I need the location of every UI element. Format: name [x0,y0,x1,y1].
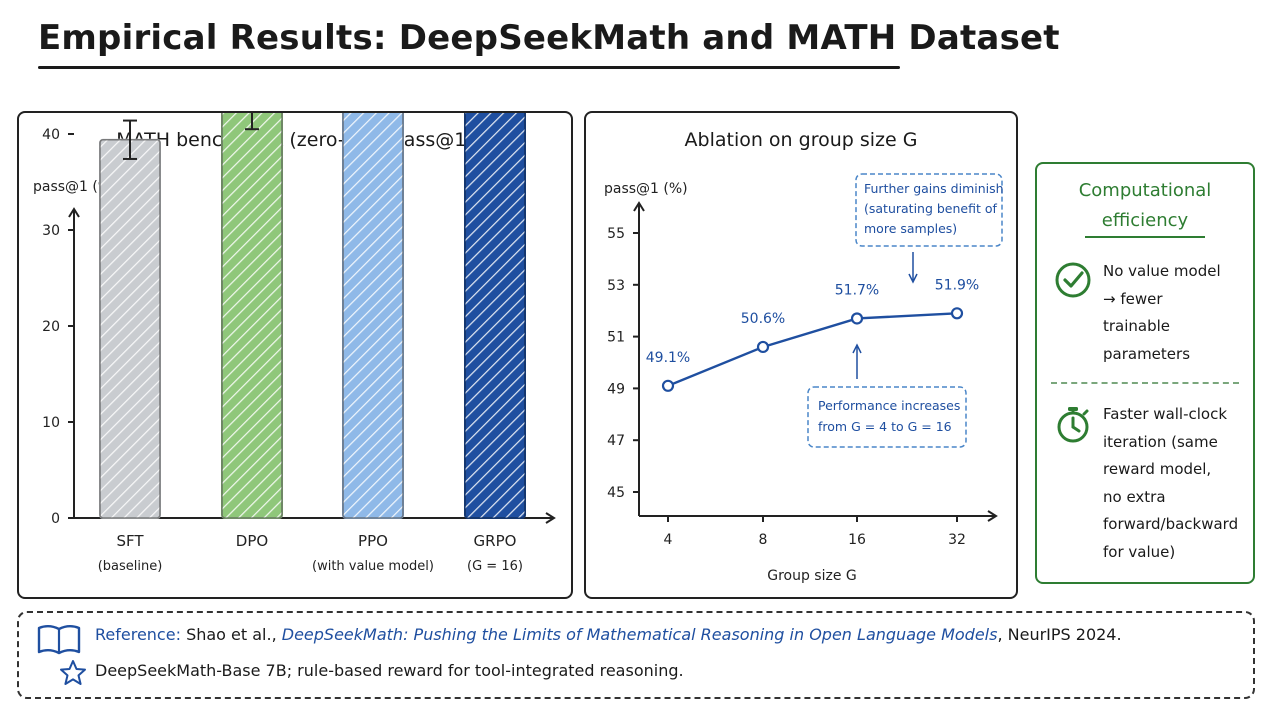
y-tick-label: 45 [607,485,625,501]
reference-authors: Shao et al., [186,625,277,644]
y-tick-label: 40 [42,127,60,143]
bar-hatch [100,139,160,518]
x-tick-label: GRPO [474,532,517,550]
bar-outline [221,113,283,519]
data-point-label: 50.6% [741,311,785,327]
efficiency-line: reward model, [1103,460,1212,478]
x-tick-label: PPO [358,532,388,550]
y-tick-label: 51 [607,330,625,346]
x-tick-label: 8 [759,532,768,548]
bar-hatch [343,113,403,518]
bar-outline [464,113,526,519]
annotation-box [855,173,1003,247]
y-tick-label: 0 [51,511,60,527]
data-point [850,312,864,325]
annotation-box [807,386,967,448]
efficiency-line: for value) [1103,542,1176,561]
line-chart-panel: Ablation on group size G pass@1 (%) Group… [584,111,1018,599]
x-tick-sublabel: (G = 16) [467,559,523,574]
data-point-label: 49.1% [646,350,690,366]
efficiency-divider [1051,382,1239,384]
stopwatch-icon [1057,407,1089,443]
y-tick-label: 47 [607,433,625,449]
y-tick-label: 55 [607,226,625,242]
check-circle-icon [1055,262,1091,298]
efficiency-line: No value model [1103,262,1221,280]
x-axis-arrow [545,512,556,524]
bar-hatch [222,113,282,518]
y-axis-label: pass@1 (%) [33,179,117,195]
annotation-text: Further gains diminish [864,181,1004,196]
star-icon [60,660,86,685]
y-axis-label: pass@1 (%) [604,181,688,197]
x-tick-label: 16 [848,532,866,548]
annotation-text: more samples) [864,221,957,236]
efficiency-title-line: Computational [1078,180,1212,201]
efficiency-line: trainable [1103,317,1171,335]
y-tick-label: 20 [42,319,60,335]
bar-chart: pass@1 (%)010203040505539.4%SFT(baseline… [33,113,556,574]
line-chart-title: Ablation on group size G [684,129,918,151]
efficiency-line: forward/backward [1103,515,1239,533]
data-point-label: 51.9% [935,277,979,293]
y-tick-label: 10 [42,415,60,431]
annotation-text: Performance increases [818,398,960,413]
y-axis-arrow [68,207,80,218]
annotation-arrowhead [852,343,862,354]
y-tick-label: 30 [42,223,60,239]
x-axis-label: Group size G [767,568,857,584]
y-tick-label: 53 [607,278,625,294]
efficiency-item-faster-iteration: Faster wall-clock iteration (same reward… [1103,401,1249,566]
efficiency-line: iteration (same [1103,432,1218,451]
book-icon [37,625,81,655]
x-tick-label: SFT [116,532,144,550]
line-chart: pass@1 (%) Group size G 45 47 49 51 53 55 4 8 16 32… [604,173,1004,584]
annotation-text: from G = 4 to G = 16 [818,419,952,434]
x-axis-arrow [987,510,998,522]
x-tick-sublabel: (baseline) [98,559,163,574]
annotation-text: (saturating benefit of [864,201,998,216]
y-axis-arrow [633,201,645,212]
annotation-arrowhead [908,273,918,284]
efficiency-line: → fewer [1103,289,1163,308]
x-tick-label: 4 [664,532,673,548]
x-tick-label: 32 [948,532,966,548]
efficiency-line: Faster wall-clock [1103,405,1228,423]
reference-citation: Reference: Shao et al., DeepSeekMath: Pu… [95,625,1122,644]
efficiency-title-line: efficiency [1101,210,1189,231]
efficiency-line: no extra [1103,487,1166,506]
title-underline [38,66,900,69]
efficiency-line: parameters [1103,344,1191,363]
x-tick-sublabel: (with value model) [312,559,434,574]
reference-paper-title[interactable]: DeepSeekMath: Pushing the Limits of Math… [281,625,998,644]
efficiency-item-no-value-model: No value model → fewer trainable paramet… [1103,258,1249,368]
series-line [667,312,958,387]
efficiency-title: Computational efficiency [1037,176,1253,236]
reference-label: Reference: [95,625,181,644]
bar-hatch [465,113,525,518]
data-point-label: 51.7% [835,282,879,298]
reference-venue: , NeurIPS 2024. [997,625,1122,644]
y-tick-label: 49 [607,381,625,397]
x-tick-label: DPO [236,532,268,550]
efficiency-panel: Computational efficiency No value model … [1035,162,1255,584]
bar-chart-panel: MATH benchmark (zero-shot pass@1) pass@1… [17,111,573,599]
reference-box: Reference: Shao et al., DeepSeekMath: Pu… [17,611,1255,699]
page-title: Empirical Results: DeepSeekMath and MATH… [38,18,1060,58]
data-point [950,307,964,320]
efficiency-title-underline [1085,236,1205,238]
data-point [756,340,770,354]
data-point [661,379,675,392]
bar-outline [342,113,404,519]
reference-note: DeepSeekMath-Base 7B; rule-based reward … [95,661,684,680]
